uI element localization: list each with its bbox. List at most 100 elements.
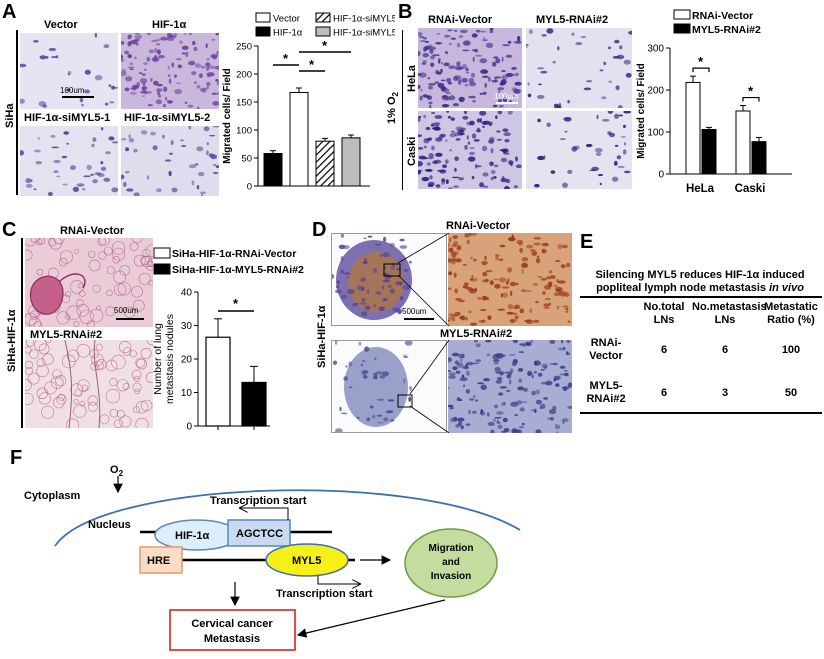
cell-blob: [83, 175, 91, 178]
panel-b-divider: [402, 30, 403, 190]
cell-blob: [150, 131, 156, 136]
cell-blob: [210, 54, 218, 59]
cell-blob: [441, 178, 446, 183]
cell-blob: [613, 160, 618, 166]
cell-blob: [451, 243, 457, 248]
cell-blob: [26, 183, 33, 188]
cell-blob: [501, 70, 506, 72]
cell-blob: [376, 421, 384, 424]
cell-blob: [376, 414, 383, 417]
cell-blob: [373, 304, 377, 308]
cell-blob: [428, 152, 434, 159]
chart-c-legend-swatch: [153, 247, 171, 259]
alveolus: [146, 340, 153, 345]
cell-blob: [129, 68, 134, 71]
cell-blob: [559, 365, 566, 369]
cell-blob: [594, 147, 603, 153]
cell-blob: [199, 73, 203, 79]
cell-blob: [143, 62, 149, 66]
cell-blob: [399, 238, 405, 242]
chart-b-y-label: Migrated cells/ Field: [636, 63, 647, 159]
chart-b-category-label: Caski: [735, 183, 766, 195]
cell-blob: [493, 56, 499, 59]
cell-blob: [619, 45, 623, 50]
cell-blob: [479, 92, 483, 95]
cell-blob: [482, 91, 487, 95]
cell-blob: [489, 123, 492, 126]
transcription-start-bottom-arrow: [317, 576, 360, 584]
cell-blob: [517, 367, 524, 372]
cell-blob: [449, 247, 454, 253]
cell-blob: [536, 255, 540, 259]
cell-blob: [466, 135, 469, 140]
cell-blob: [384, 266, 387, 270]
cell-blob: [361, 311, 368, 317]
cell-blob: [431, 145, 435, 151]
cell-blob: [484, 255, 487, 261]
cell-blob: [62, 183, 68, 186]
alveolus: [59, 250, 74, 264]
cell-blob: [452, 416, 458, 422]
cell-blob: [469, 233, 477, 237]
cell-blob: [533, 242, 541, 246]
alveolus: [55, 375, 67, 387]
cell-blob: [476, 165, 482, 168]
cell-blob: [567, 100, 570, 104]
cell-blob: [418, 32, 423, 36]
cell-blob: [361, 297, 366, 302]
cell-blob: [571, 32, 575, 36]
cell-blob: [423, 145, 427, 149]
cell-blob: [423, 114, 427, 119]
cell-blob: [448, 271, 453, 276]
alveolus: [76, 299, 84, 307]
chart-b-y-tick-label: 0: [658, 170, 664, 181]
cell-blob: [205, 66, 210, 71]
panel-b-scale-text: 100um: [494, 92, 519, 101]
cell-blob: [482, 185, 489, 189]
alveolus: [58, 257, 68, 267]
cell-blob: [157, 90, 161, 96]
cell-blob: [515, 164, 522, 169]
cell-blob: [399, 282, 402, 286]
cell-blob: [440, 61, 443, 65]
cell-blob: [212, 101, 219, 106]
cell-blob: [486, 340, 492, 342]
alveolus: [112, 256, 120, 264]
cell-blob: [100, 161, 104, 165]
alveolus: [96, 305, 102, 311]
cell-blob: [548, 270, 553, 274]
cell-blob: [429, 104, 432, 108]
cell-blob: [53, 159, 61, 164]
panel-a-label-vector: Vector: [44, 19, 78, 31]
cell-blob: [374, 357, 377, 361]
cell-blob: [456, 42, 461, 48]
cell-blob: [419, 35, 424, 39]
alveolus: [53, 238, 65, 245]
alveolus: [97, 238, 106, 246]
cell-blob: [134, 33, 140, 35]
cell-blob: [420, 88, 423, 92]
cell-blob: [408, 396, 412, 402]
cell-blob: [628, 30, 632, 35]
cell-blob: [608, 80, 612, 83]
cell-blob: [211, 38, 216, 41]
cell-blob: [513, 88, 521, 94]
cell-blob: [471, 275, 474, 278]
chart-a-legend-swatch: [255, 26, 271, 37]
chart-c-y-tick-label: 0: [186, 422, 192, 433]
cell-blob: [340, 269, 344, 274]
cell-blob: [100, 127, 104, 131]
cell-blob: [383, 417, 389, 422]
alveolus: [70, 280, 84, 294]
cell-blob: [448, 65, 456, 69]
cell-blob: [506, 374, 512, 379]
cell-blob: [185, 51, 189, 58]
cell-blob: [459, 359, 463, 362]
cell-blob: [470, 72, 476, 78]
cell-blob: [465, 389, 471, 394]
cell-blob: [361, 373, 364, 376]
alveolus: [81, 384, 88, 391]
cell-blob: [25, 178, 32, 184]
cell-blob: [432, 160, 438, 165]
micrograph-a-simyl5-2: [121, 126, 219, 196]
